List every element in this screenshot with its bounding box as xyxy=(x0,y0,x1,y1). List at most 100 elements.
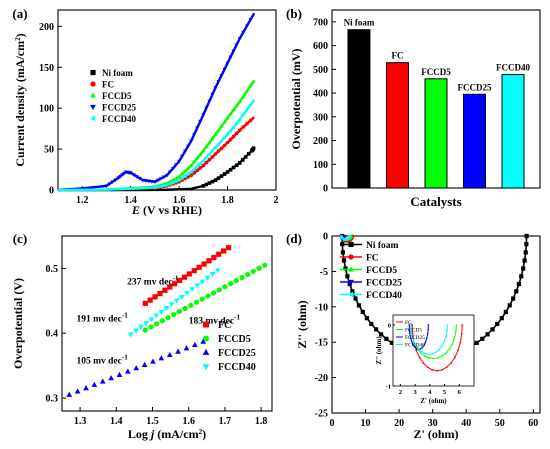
panel-a-point xyxy=(241,30,246,35)
panel-d-point-0 xyxy=(389,340,394,345)
panel-d-inset-point xyxy=(460,333,463,335)
panel-a-point xyxy=(131,173,136,177)
panel-c-point-2 xyxy=(183,345,190,351)
panel-d-inset-point xyxy=(408,333,411,336)
panel-a-legend-label: Ni foam xyxy=(102,68,133,78)
panel-d-inset-point xyxy=(427,329,430,331)
panel-d-inset-point xyxy=(409,329,412,332)
panel-d-inset-point xyxy=(445,366,448,369)
panel-a-point xyxy=(192,167,196,172)
panel-a-point xyxy=(251,146,256,151)
panel-a-ytick-label: 100 xyxy=(39,104,54,115)
panel-a-point xyxy=(213,152,218,156)
panel-d-inset-ylabel: Z'' (ohm) xyxy=(375,336,383,365)
panel-d-point-0 xyxy=(384,336,389,341)
panel-a-point xyxy=(216,80,221,84)
panel-a-point xyxy=(174,176,179,180)
panel-c-legend-marker xyxy=(202,364,210,371)
panel-c-point-0 xyxy=(196,264,202,270)
panel-d-inset-frame xyxy=(392,314,475,387)
panel-a-series-0 xyxy=(58,146,256,192)
panel-a-point xyxy=(219,124,224,128)
panel-d-inset-point xyxy=(432,357,435,360)
panel-d-inset-point xyxy=(441,344,443,347)
panel-c-point-0 xyxy=(225,245,232,251)
panel-c-annotation-part: 237 mv dec xyxy=(127,278,172,288)
panel-a-point xyxy=(207,181,212,185)
panel-a-point xyxy=(234,163,239,168)
panel-a-ylabel-part: 2 xyxy=(14,37,22,41)
panel-a-point xyxy=(248,118,253,123)
panel-d-inset-point xyxy=(408,324,411,327)
panel-c-xlabel-part: ) xyxy=(202,427,206,441)
panel-a-point xyxy=(225,132,229,137)
panel-c-annotation: 237 mv dec-1 xyxy=(127,275,179,288)
panel-d-point-0 xyxy=(499,316,504,321)
panel-b-bar-label: FC xyxy=(391,51,403,61)
panel-a-point xyxy=(122,171,126,176)
panel-a-point xyxy=(207,157,212,162)
panel-d-point-3 xyxy=(343,234,347,238)
panel-d-point-0 xyxy=(514,289,519,294)
panel-c-point-1 xyxy=(165,315,171,321)
panel-c-annotation-part: -1 xyxy=(173,275,179,283)
panel-a-point xyxy=(177,159,182,164)
panel-d-point-0 xyxy=(523,250,528,255)
panel-a-point xyxy=(213,132,218,136)
panel-d-inset-legend-label: FCCD5 xyxy=(405,328,422,334)
panel-a-point xyxy=(231,125,236,129)
panel-c-point-2 xyxy=(66,391,73,397)
panel-b-bar-0 xyxy=(347,29,371,189)
panel-a-point xyxy=(204,106,209,111)
panel-a-point xyxy=(167,181,172,186)
panel-d-ytick-label: -5 xyxy=(320,267,328,278)
panel-a-point xyxy=(201,158,205,163)
panel-a-point xyxy=(164,183,169,188)
panel-a-point xyxy=(113,178,118,182)
panel-b-ytick-label: 700 xyxy=(313,17,328,28)
panel-a-point xyxy=(234,103,239,108)
panel-c-point-2 xyxy=(141,361,148,367)
panel-a-legend-label: FCCD5 xyxy=(102,91,132,101)
panel-a-ytick-label: 200 xyxy=(39,22,54,33)
panel-c-point-3 xyxy=(163,306,170,312)
panel-c-ytick-label: 0.4 xyxy=(46,329,59,340)
panel-a-point xyxy=(120,173,125,178)
panel-d-inset-point xyxy=(461,324,464,326)
panel-d-inset-point xyxy=(411,341,413,344)
panel-b-bar-label: FCCD25 xyxy=(458,82,492,92)
panel-d-xtick-label: 20 xyxy=(394,418,404,429)
panel-c-point-3 xyxy=(148,317,155,323)
panel-c-point-1 xyxy=(228,281,234,287)
panel-a-point xyxy=(110,180,115,184)
panel-d-inset-point xyxy=(415,349,418,352)
panel-d-legend-marker xyxy=(348,241,354,248)
panel-d-inset-point xyxy=(423,354,426,357)
panel-a-point xyxy=(213,145,217,150)
panel-d-point-0 xyxy=(503,309,508,315)
panel-a-point xyxy=(219,138,223,143)
panel-a-xlabel-part: (V vs RHE) xyxy=(140,203,202,217)
panel-d-inset-point xyxy=(431,352,434,355)
panel-a-point xyxy=(228,167,233,172)
panel-c-point-0 xyxy=(167,284,173,290)
panel-c-point-2 xyxy=(191,341,198,348)
panel-c-point-3 xyxy=(133,328,139,334)
panel-d-inset-point xyxy=(412,340,415,343)
panel-c-point-2 xyxy=(74,388,81,394)
panel-a-point xyxy=(192,132,197,137)
panel-d-point-0 xyxy=(522,258,527,263)
panel-a-point xyxy=(231,134,236,139)
panel-c-legend-label: FCCD25 xyxy=(218,348,256,359)
panel-a-point xyxy=(241,125,246,129)
panel-a-point xyxy=(244,88,249,93)
panel-c-point-1 xyxy=(256,265,262,271)
panel-c-point-1 xyxy=(250,268,256,274)
panel-b-label: (b) xyxy=(286,6,302,21)
panel-c-point-2 xyxy=(116,371,123,377)
panel-a-point xyxy=(176,178,181,183)
panel-a-point xyxy=(231,165,236,170)
panel-a-point xyxy=(143,179,148,183)
panel-d-inset-point xyxy=(423,344,426,347)
